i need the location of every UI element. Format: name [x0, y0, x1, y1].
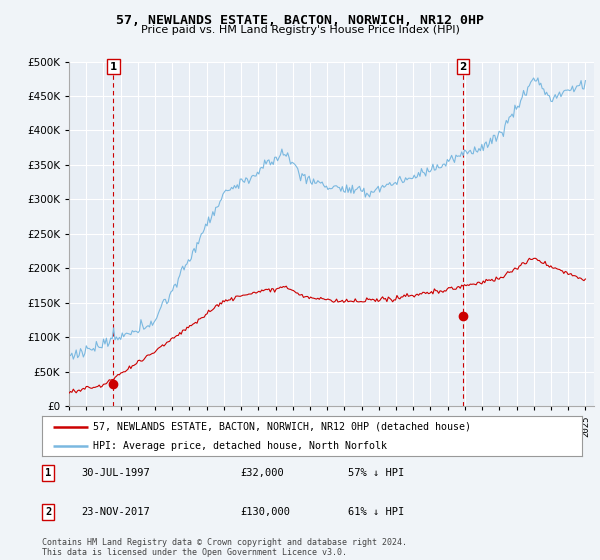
Text: 23-NOV-2017: 23-NOV-2017	[81, 507, 150, 517]
Text: 30-JUL-1997: 30-JUL-1997	[81, 468, 150, 478]
Text: HPI: Average price, detached house, North Norfolk: HPI: Average price, detached house, Nort…	[94, 441, 388, 450]
Text: Contains HM Land Registry data © Crown copyright and database right 2024.
This d: Contains HM Land Registry data © Crown c…	[42, 538, 407, 557]
Text: 1: 1	[110, 62, 117, 72]
Text: £130,000: £130,000	[240, 507, 290, 517]
Text: 1: 1	[45, 468, 51, 478]
Text: 61% ↓ HPI: 61% ↓ HPI	[348, 507, 404, 517]
Text: 57, NEWLANDS ESTATE, BACTON, NORWICH, NR12 0HP: 57, NEWLANDS ESTATE, BACTON, NORWICH, NR…	[116, 14, 484, 27]
Text: £32,000: £32,000	[240, 468, 284, 478]
Text: 57, NEWLANDS ESTATE, BACTON, NORWICH, NR12 0HP (detached house): 57, NEWLANDS ESTATE, BACTON, NORWICH, NR…	[94, 422, 472, 432]
Text: Price paid vs. HM Land Registry's House Price Index (HPI): Price paid vs. HM Land Registry's House …	[140, 25, 460, 35]
Text: 57% ↓ HPI: 57% ↓ HPI	[348, 468, 404, 478]
Text: 2: 2	[460, 62, 467, 72]
Text: 2: 2	[45, 507, 51, 517]
